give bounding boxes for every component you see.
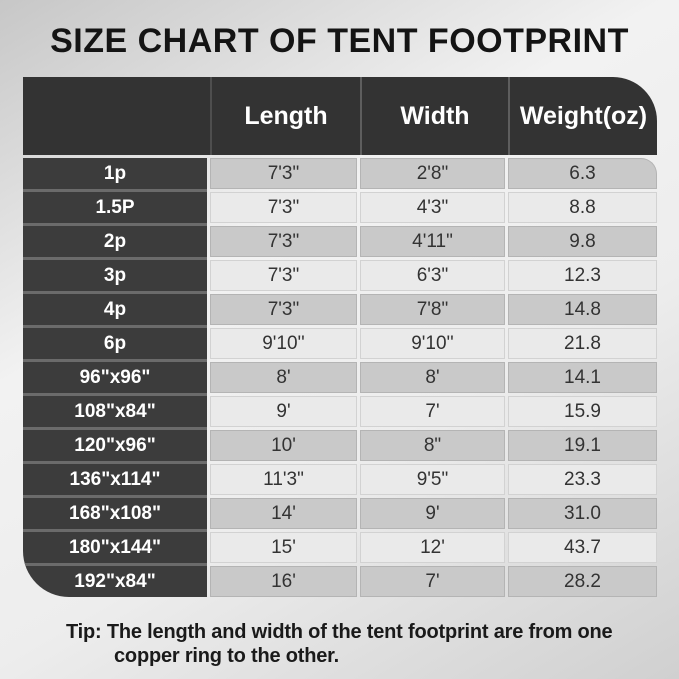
width-cell: 7'8" [360,294,505,325]
size-chart-table: Length Width Weight(oz) 1p 1.5P 2p 3p 4p 6p 96… [23,77,657,597]
length-cell: 9' [210,396,357,427]
weight-cell: 28.2 [508,566,657,597]
weight-cell: 8.8 [508,192,657,223]
size-label-cell: 192"x84" [74,570,156,592]
header-cell-width: Width [360,77,508,155]
header-cell-length: Length [210,77,360,155]
tip-note: Tip: The length and width of the tent fo… [66,621,613,667]
width-cell: 8' [360,362,505,393]
width-cell: 7' [360,566,505,597]
width-column: 2'8" 4'3" 4'11" 6'3" 7'8" 9'10'' 8' 7' 8" 9'5" 9' 1… [360,158,505,597]
width-cell: 9'10'' [360,328,505,359]
size-label-cell: 180"x144" [23,532,207,566]
width-cell: 4'3" [360,192,505,223]
weight-cell: 14.1 [508,362,657,393]
width-cell: 7' [360,396,505,427]
size-label-cell: 1p [23,158,207,192]
width-cell: 2'8" [360,158,505,189]
weight-cell: 19.1 [508,430,657,461]
weight-cell: 15.9 [508,396,657,427]
weight-cell: 31.0 [508,498,657,529]
width-cell: 12' [360,532,505,563]
size-label-cell: 1.5P [23,192,207,226]
page-title: SIZE CHART OF TENT FOOTPRINT [50,22,629,60]
width-cell: 4'11" [360,226,505,257]
length-cell: 9'10'' [210,328,357,359]
weight-column: 6.3 8.8 9.8 12.3 14.8 21.8 14.1 15.9 19.1 23.3 31.… [508,158,657,597]
weight-cell: 12.3 [508,260,657,291]
table-body: 1p 1.5P 2p 3p 4p 6p 96"x96" 108"x84" 120"x96" 136… [23,158,657,597]
weight-cell: 23.3 [508,464,657,495]
length-cell: 15' [210,532,357,563]
length-cell: 7'3" [210,294,357,325]
weight-cell: 43.7 [508,532,657,563]
length-column: 7'3" 7'3" 7'3" 7'3" 7'3" 9'10'' 8' 9' 10' 11'3" 14… [210,158,357,597]
width-cell: 8" [360,430,505,461]
length-cell: 7'3" [210,260,357,291]
table-header-row: Length Width Weight(oz) [23,77,657,155]
weight-cell: 14.8 [508,294,657,325]
size-label-cell: 6p [23,328,207,362]
length-cell: 8' [210,362,357,393]
size-label-cell: 96"x96" [23,362,207,396]
size-label-cell: 136"x114" [23,464,207,498]
width-cell: 9'5" [360,464,505,495]
width-cell: 6'3" [360,260,505,291]
size-label-cell: 120"x96" [23,430,207,464]
header-cell-size [23,77,210,155]
weight-cell: 21.8 [508,328,657,359]
weight-cell: 9.8 [508,226,657,257]
length-cell: 11'3" [210,464,357,495]
size-label-cell: 2p [23,226,207,260]
length-cell: 14' [210,498,357,529]
size-label-cell: 3p [23,260,207,294]
size-label-cell: 168"x108" [23,498,207,532]
width-cell: 9' [360,498,505,529]
length-cell: 10' [210,430,357,461]
length-cell: 7'3" [210,158,357,189]
header-cell-weight: Weight(oz) [508,77,657,155]
length-cell: 7'3" [210,226,357,257]
length-cell: 7'3" [210,192,357,223]
length-cell: 16' [210,566,357,597]
size-label-cell: 4p [23,294,207,328]
size-label-cell: 108"x84" [23,396,207,430]
size-label-column: 1p 1.5P 2p 3p 4p 6p 96"x96" 108"x84" 120"x96" 136… [23,158,207,597]
weight-cell: 6.3 [508,158,657,189]
